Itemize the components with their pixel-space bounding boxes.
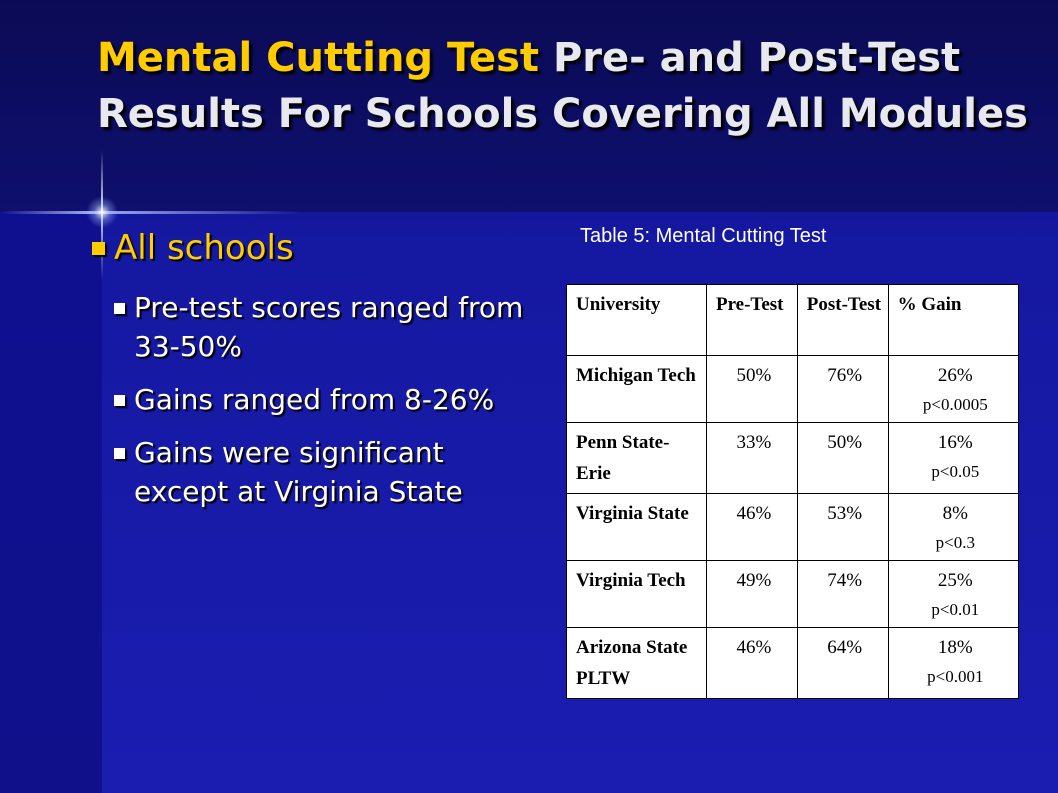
gain-p-value: p<0.0005 bbox=[922, 395, 988, 414]
table-row: Arizona State PLTW 46% 64% 18% p<0.001 bbox=[566, 627, 1020, 699]
cell-gain: 25% p<0.01 bbox=[887, 560, 1020, 628]
gain-percent: 18% bbox=[937, 637, 973, 658]
gain-p-value: p<0.3 bbox=[935, 533, 975, 552]
cell-university: Penn State-Erie bbox=[566, 422, 707, 494]
cell-university: Arizona State PLTW bbox=[566, 627, 707, 699]
table-row: Michigan Tech 50% 76% 26% p<0.0005 bbox=[566, 355, 1020, 423]
cell-pre-test: 33% bbox=[705, 422, 798, 494]
bullet-square-icon bbox=[92, 242, 105, 255]
slide-title: Mental Cutting Test Pre- and Post-Test R… bbox=[97, 30, 1047, 142]
column-header-university: University bbox=[566, 284, 707, 356]
bullet-square-icon bbox=[114, 303, 125, 314]
cell-post-test: 74% bbox=[796, 560, 889, 628]
gain-p-value: p<0.01 bbox=[931, 600, 980, 619]
gain-p-value: p<0.001 bbox=[927, 667, 984, 686]
decorative-light-line-horizontal bbox=[0, 211, 300, 214]
gain-percent: 26% bbox=[937, 365, 973, 386]
header-band bbox=[0, 0, 1058, 212]
cell-pre-test: 49% bbox=[705, 560, 798, 628]
bullet-sub: Pre-test scores ranged from 33-50% bbox=[114, 288, 532, 366]
cell-university: Virginia Tech bbox=[566, 560, 707, 628]
bullet-sub: Gains were significant except at Virgini… bbox=[114, 433, 532, 511]
cell-post-test: 76% bbox=[796, 355, 889, 423]
bullet-sub-text: Gains ranged from 8-26% bbox=[134, 383, 495, 416]
decorative-light-flare bbox=[86, 196, 118, 228]
slide-title-accent: Mental Cutting Test bbox=[97, 35, 540, 81]
gain-percent: 25% bbox=[937, 570, 973, 591]
cell-post-test: 50% bbox=[796, 422, 889, 494]
bullet-sub-text: Pre-test scores ranged from 33-50% bbox=[134, 291, 524, 363]
bullet-square-icon bbox=[114, 448, 125, 459]
bullet-sub-text: Gains were significant except at Virgini… bbox=[134, 436, 463, 508]
cell-gain: 16% p<0.05 bbox=[887, 422, 1020, 494]
table-row: Penn State-Erie 33% 50% 16% p<0.05 bbox=[566, 422, 1020, 494]
bullet-list: All schools Pre-test scores ranged from … bbox=[92, 222, 532, 511]
cell-university: Michigan Tech bbox=[566, 355, 707, 423]
cell-post-test: 53% bbox=[796, 493, 889, 561]
left-band bbox=[0, 212, 102, 793]
cell-pre-test: 50% bbox=[705, 355, 798, 423]
gain-p-value: p<0.05 bbox=[931, 462, 980, 481]
slide-title-rest: Pre- and Post-Test Results For Schools C… bbox=[97, 35, 1028, 137]
bullet-square-icon bbox=[114, 395, 125, 406]
column-header-gain: % Gain bbox=[887, 284, 1020, 356]
column-header-post-test: Post-Test bbox=[796, 284, 889, 356]
cell-post-test: 64% bbox=[796, 627, 889, 699]
cell-pre-test: 46% bbox=[705, 627, 798, 699]
table-row: Virginia Tech 49% 74% 25% p<0.01 bbox=[566, 560, 1020, 628]
bullet-main: All schools bbox=[92, 222, 532, 274]
table-row: Virginia State 46% 53% 8% p<0.3 bbox=[566, 493, 1020, 561]
cell-gain: 8% p<0.3 bbox=[887, 493, 1020, 561]
gain-percent: 16% bbox=[937, 432, 973, 453]
cell-university: Virginia State bbox=[566, 493, 707, 561]
column-header-pre-test: Pre-Test bbox=[705, 284, 798, 356]
bullet-sub: Gains ranged from 8-26% bbox=[114, 380, 532, 419]
cell-gain: 26% p<0.0005 bbox=[887, 355, 1020, 423]
table-caption: Table 5: Mental Cutting Test bbox=[580, 225, 827, 247]
gain-percent: 8% bbox=[942, 503, 968, 524]
cell-pre-test: 46% bbox=[705, 493, 798, 561]
bullet-main-text: All schools bbox=[114, 228, 294, 268]
table-header-row: University Pre-Test Post-Test % Gain bbox=[566, 284, 1020, 356]
cell-gain: 18% p<0.001 bbox=[887, 627, 1020, 699]
results-table: University Pre-Test Post-Test % Gain Mic… bbox=[566, 284, 1020, 699]
